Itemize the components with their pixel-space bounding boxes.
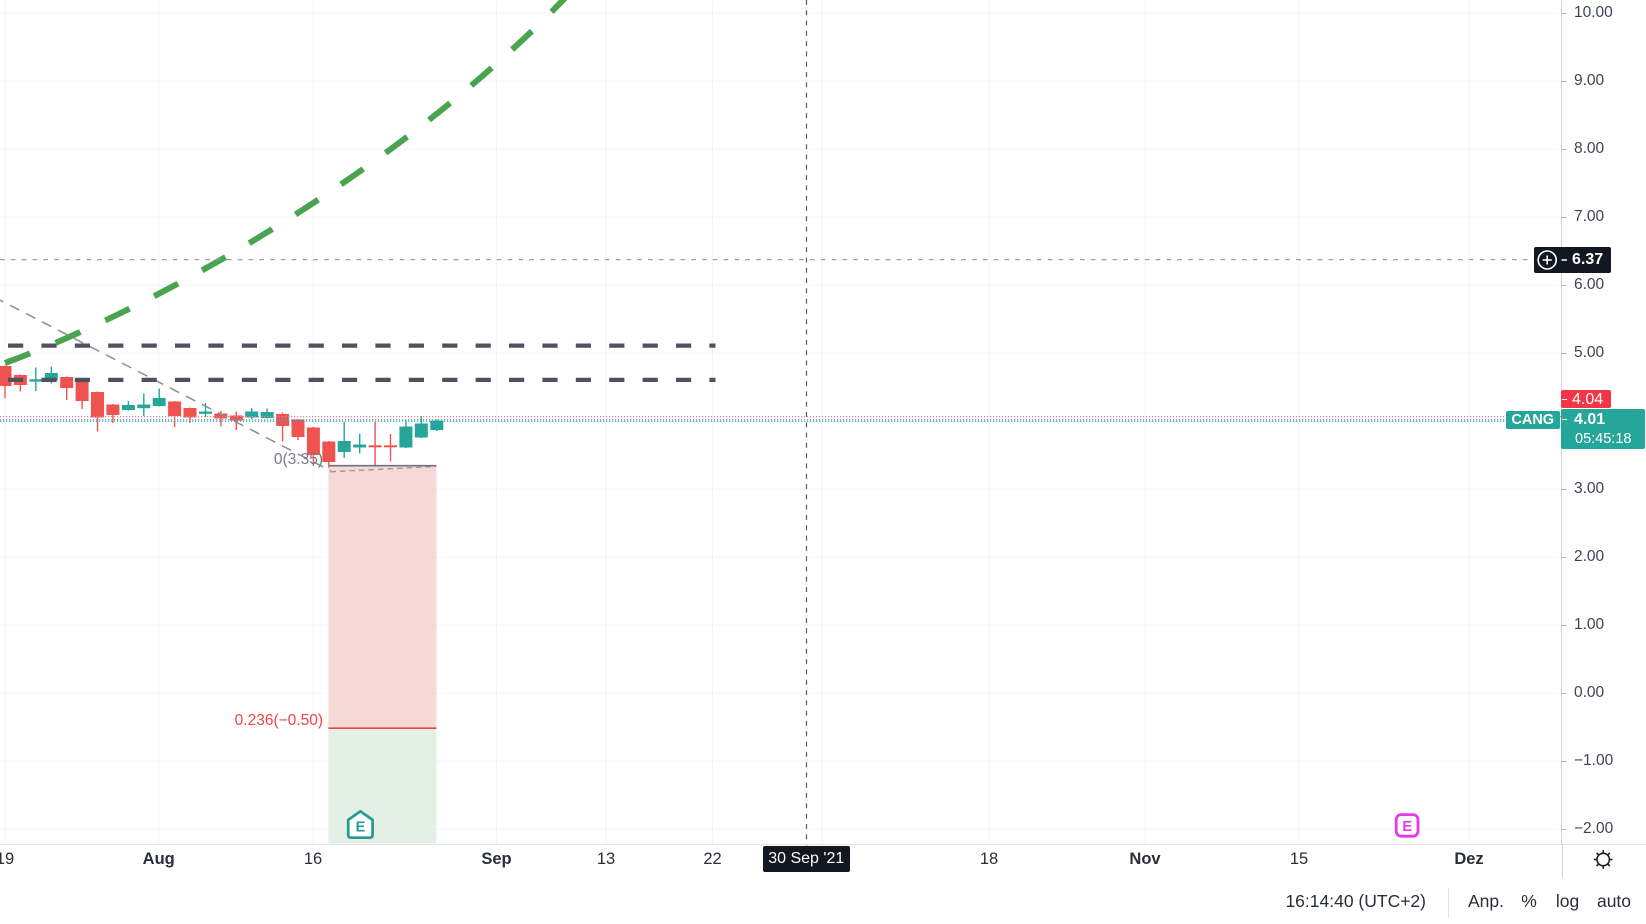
svg-text:E: E <box>356 820 366 836</box>
svg-text:E: E <box>1402 819 1412 835</box>
